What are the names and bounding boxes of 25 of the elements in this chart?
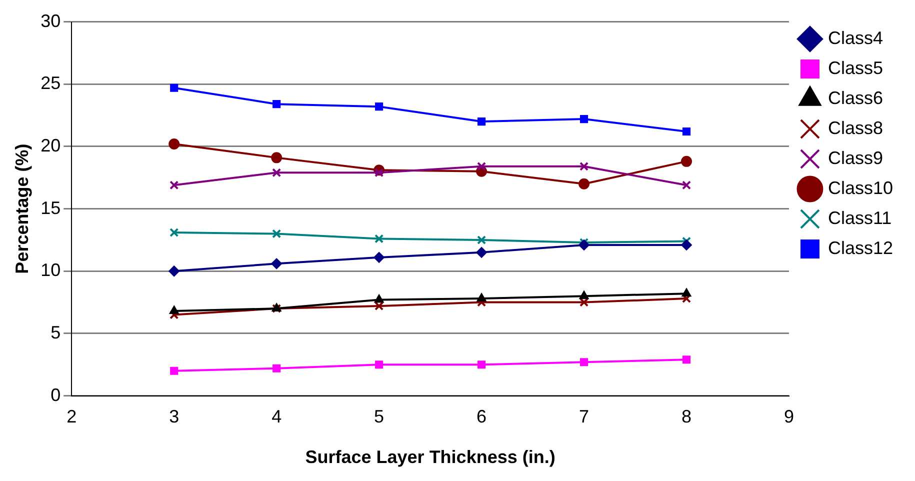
x-tick-label: 2 [66,406,77,427]
legend-label: Class10 [828,178,893,198]
y-tick-label: 15 [40,198,61,218]
x-tick-label: 9 [784,406,794,427]
y-tick-label: 10 [40,260,61,280]
x-axis-title: Surface Layer Thickness (in.) [305,447,556,468]
x-tick-label: 5 [374,406,384,427]
legend-label: Class8 [828,118,883,138]
y-tick-label: 5 [50,322,61,342]
legend-label: Class4 [828,28,883,48]
legend-label: Class12 [828,238,893,258]
y-tick-label: 25 [40,73,61,94]
x-tick-label: 7 [579,406,590,427]
legend-label: Class9 [828,148,883,168]
x-tick-label: 8 [681,406,692,427]
legend-label: Class5 [828,58,883,78]
x-tick-label: 3 [169,406,180,427]
x-tick-label: 6 [476,406,487,427]
y-tick-label: 20 [40,135,61,156]
x-tick-label: 4 [272,406,282,427]
legend-label: Class11 [828,208,892,228]
legend-label: Class6 [828,88,883,108]
y-tick-label: 30 [40,10,61,31]
y-tick-label: 0 [50,384,61,405]
y-axis-title: Percentage (%) [12,144,32,274]
